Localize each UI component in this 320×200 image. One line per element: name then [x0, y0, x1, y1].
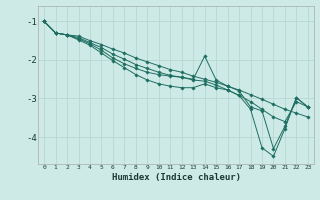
X-axis label: Humidex (Indice chaleur): Humidex (Indice chaleur)	[111, 173, 241, 182]
